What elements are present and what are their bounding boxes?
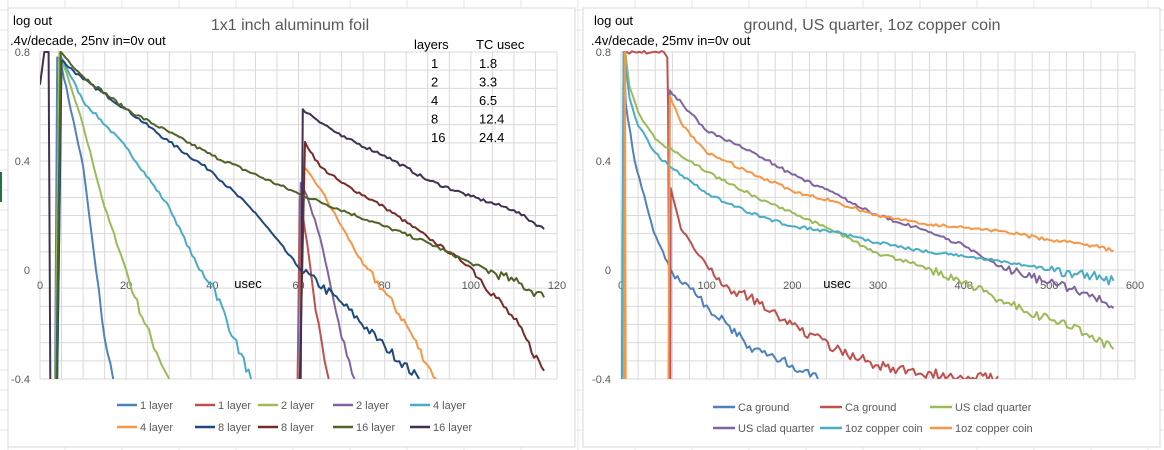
chart-aluminum-foil[interactable]: 1x1 inch aluminum foil log out .4v/decade,… <box>7 7 576 448</box>
chart-area <box>582 7 1161 448</box>
legend-label: 4 layer <box>140 422 173 434</box>
x-tick-label: 120 <box>548 280 566 292</box>
y-tick-label: 0.4 <box>596 156 611 168</box>
x-tick-label: 300 <box>869 280 887 292</box>
legend-label: 16 layer <box>433 422 472 434</box>
y-tick-label: 0 <box>605 265 611 277</box>
y-axis-label-line-1: log out <box>13 13 52 28</box>
table-cell-layers: 1 <box>431 56 438 71</box>
x-tick-label: 200 <box>783 280 801 292</box>
y-axis-label-line-1: log out <box>594 13 633 28</box>
series-line-16-layer <box>40 51 545 379</box>
table-cell-tc: 3.3 <box>479 75 497 90</box>
series-line-1oz-copper-coin <box>623 51 1114 379</box>
y-tick-label: 0.8 <box>15 47 30 59</box>
x-tick-label: 600 <box>1126 280 1144 292</box>
selection-marker <box>0 172 2 202</box>
table-cell-tc: 12.4 <box>479 112 504 127</box>
series-line-16-layer <box>55 51 545 379</box>
legend-label: 1oz copper coin <box>845 423 923 435</box>
series-line-8-layer <box>56 59 420 379</box>
series-line-2-layer <box>54 51 171 379</box>
series-line-4-layer <box>56 56 253 379</box>
x-tick-label: 100 <box>462 280 480 292</box>
x-axis-label: usec <box>234 276 262 291</box>
legend-label: 8 layer <box>218 422 251 434</box>
table-header-layers: layers <box>414 37 449 52</box>
y-tick-label: -0.4 <box>592 374 611 386</box>
table-cell-layers: 4 <box>431 93 438 108</box>
series-line-us-clad-quarter <box>622 51 1115 379</box>
series-line-2-layer <box>297 181 356 379</box>
y-axis-label-line-2: .4v/decade, 25mv in=0v out <box>591 33 751 48</box>
series-line-ca-ground <box>621 51 819 379</box>
chart-title: ground, US quarter, 1oz copper coin <box>743 17 1000 34</box>
y-axis-label-line-2: .4v/decade, 25nv in=0v out <box>10 33 166 48</box>
legend-label: 2 layer <box>281 400 314 412</box>
x-tick-label: 0 <box>618 280 624 292</box>
legend-label: 1 layer <box>140 400 173 412</box>
legend-label: US clad quarter <box>955 402 1032 414</box>
legend-label: Ca ground <box>738 402 789 414</box>
legend-label: 16 layer <box>356 422 395 434</box>
x-tick-label: 0 <box>37 280 43 292</box>
table-cell-layers: 16 <box>431 130 445 145</box>
legend-label: Ca ground <box>845 402 896 414</box>
y-tick-label: -0.4 <box>11 374 30 386</box>
legend-label: 4 layer <box>433 400 466 412</box>
y-tick-label: 0.8 <box>596 47 611 59</box>
legend-label: 1oz copper coin <box>955 423 1033 435</box>
series-line-8-layer <box>298 140 545 379</box>
table-cell-layers: 2 <box>431 75 438 90</box>
chart-ground-quarter-copper[interactable]: ground, US quarter, 1oz copper coin log o… <box>582 7 1161 448</box>
table-cell-layers: 8 <box>431 112 438 127</box>
chart-area <box>7 7 576 448</box>
legend-label: 1 layer <box>218 400 251 412</box>
legend-label: 8 layer <box>281 422 314 434</box>
table-cell-tc: 6.5 <box>479 93 497 108</box>
y-tick-label: 0.4 <box>15 156 30 168</box>
y-tick-label: 0 <box>24 265 30 277</box>
table-header-tc: TC usec <box>476 37 525 52</box>
series-line-1-layer <box>54 56 115 379</box>
series-line-1oz-copper-coin <box>621 51 1115 379</box>
chart-title: 1x1 inch aluminum foil <box>211 17 369 34</box>
series-line-ca-ground <box>621 50 999 379</box>
x-tick-label: 100 <box>697 280 715 292</box>
legend-label: US clad quarter <box>738 423 815 435</box>
table-cell-tc: 1.8 <box>479 56 497 71</box>
series-line-4-layer <box>298 165 437 379</box>
legend-label: 2 layer <box>356 400 389 412</box>
table-cell-tc: 24.4 <box>479 130 504 145</box>
x-axis-label: usec <box>823 276 851 291</box>
